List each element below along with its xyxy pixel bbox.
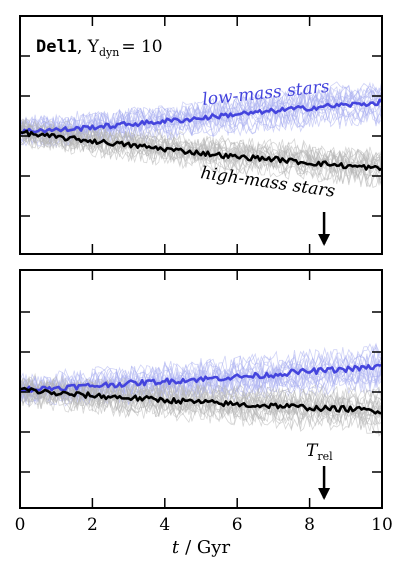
series-line-high-mass-stars <box>20 129 382 171</box>
arrow-label-trel: Trel <box>306 441 333 463</box>
realization-low-mass-6 <box>20 82 382 138</box>
title-comma: , <box>77 37 88 57</box>
bottom-arrow-head <box>318 488 331 500</box>
realization-low-mass-8 <box>20 344 382 396</box>
x-tick-label-2: 2 <box>87 515 98 535</box>
realization-high-mass-6 <box>20 380 382 426</box>
series-line-low-mass-stars <box>20 363 382 393</box>
x-tick-label-0: 0 <box>15 515 26 535</box>
realization-low-mass-9 <box>20 86 382 139</box>
x-tick-labels: 0 2 4 6 8 10 <box>15 515 393 535</box>
realization-high-mass-0 <box>20 375 382 411</box>
x-axis-var: t <box>172 537 180 558</box>
bottom-panel-ticks <box>19 270 383 508</box>
realization-high-mass-15 <box>20 128 382 187</box>
arrow-label-sub: rel <box>317 450 333 463</box>
top-arrow-head <box>318 234 331 246</box>
bottom-panel-bands <box>20 342 382 437</box>
realization-high-mass-5 <box>20 126 382 189</box>
title-eq: = 10 <box>121 37 162 57</box>
realization-high-mass-8 <box>20 386 382 432</box>
series-line-low-mass-stars <box>20 98 382 135</box>
x-tick-label-10: 10 <box>371 515 393 535</box>
bottom-arrow <box>318 466 331 500</box>
bottom-panel-lines <box>20 363 382 415</box>
realization-high-mass-15 <box>20 380 382 421</box>
title-param-sub: dyn <box>99 46 119 59</box>
top-panel-frame <box>19 15 383 255</box>
x-axis-unit: / Gyr <box>185 537 230 558</box>
top-panel-title: Del1, Υdyn = 10 <box>36 37 163 59</box>
top-panel-lines <box>20 98 382 171</box>
realization-high-mass-17 <box>20 383 382 437</box>
series-line-high-mass-stars <box>20 386 382 415</box>
realization-low-mass-17 <box>20 104 382 147</box>
arrow-label-base: T <box>306 441 319 461</box>
realization-high-mass-17 <box>20 129 382 186</box>
title-model: Del1 <box>36 37 77 57</box>
bottom-panel-frame <box>19 269 383 509</box>
top-arrow <box>318 212 331 246</box>
x-tick-label-4: 4 <box>159 515 170 535</box>
title-param: Υ <box>87 37 100 57</box>
x-tick-label-6: 6 <box>232 515 243 535</box>
x-axis-label: t / Gyr <box>172 537 231 558</box>
x-tick-label-8: 8 <box>304 515 315 535</box>
